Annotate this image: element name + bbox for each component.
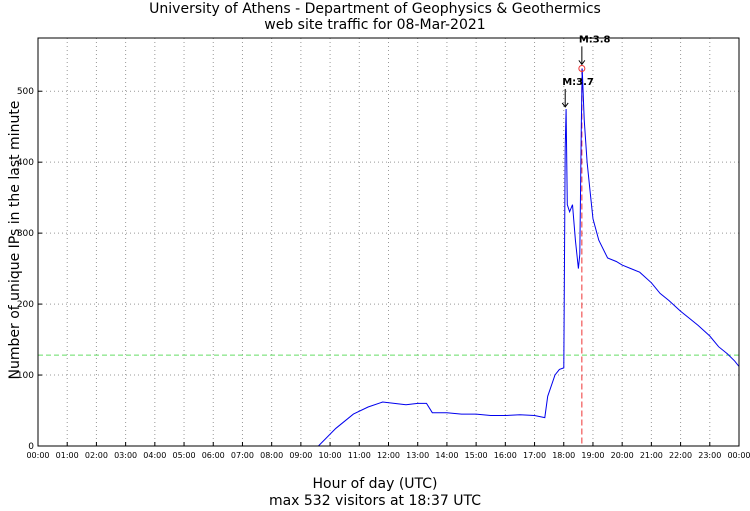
y-tick-label: 500 [17,87,34,97]
x-tick-label: 05:00 [173,451,196,460]
x-tick-label: 11:00 [348,451,371,460]
plot-frame [37,37,740,447]
x-tick-label: 14:00 [435,451,458,460]
y-tick-label: 200 [17,300,34,310]
x-tick-label: 16:00 [494,451,517,460]
x-tick-label: 21:00 [640,451,663,460]
x-tick-label: 17:00 [523,451,546,460]
chart-subtitle: web site traffic for 08-Mar-2021 [264,17,486,33]
y-tick-label: 400 [17,158,34,168]
x-tick-label: 10:00 [319,451,342,460]
max-marker-circle [578,65,586,73]
y-tick-label: 0 [28,442,34,452]
traffic-series-line [257,68,740,447]
y-axis-label: Number of unique IPs in the last minute [7,100,23,380]
x-tick-label: 07:00 [231,451,254,460]
x-tick-label: 04:00 [143,451,166,460]
chart-footer: max 532 visitors at 18:37 UTC [268,493,482,509]
x-tick-label: 13:00 [406,451,429,460]
annotation-label: M:3.8 [579,34,611,45]
chart-title: University of Athens - Department of Geo… [149,1,601,17]
x-tick-label: 06:00 [202,451,225,460]
y-tick-label: 300 [17,229,34,239]
x-tick-label: 03:00 [114,451,137,460]
x-tick-label: 01:00 [56,451,79,460]
x-axis-label: Hour of day (UTC) [312,476,438,492]
x-tick-label: 22:00 [669,451,692,460]
x-tick-label: 20:00 [611,451,634,460]
x-tick-label: 00:00 [26,451,49,460]
x-tick-label: 15:00 [465,451,488,460]
y-tick-label: 100 [17,371,34,381]
x-tick-label: 12:00 [377,451,400,460]
annotation-label: M:3.7 [562,77,594,88]
x-tick-label: 02:00 [85,451,108,460]
x-tick-label: 00:00 [727,451,750,460]
x-tick-label: 09:00 [289,451,312,460]
x-tick-label: 19:00 [581,451,604,460]
x-tick-label: 08:00 [260,451,283,460]
x-tick-label: 23:00 [698,451,721,460]
annotation-arrowhead [578,60,586,66]
x-tick-label: 18:00 [552,451,575,460]
annotation-arrowhead [561,102,569,108]
